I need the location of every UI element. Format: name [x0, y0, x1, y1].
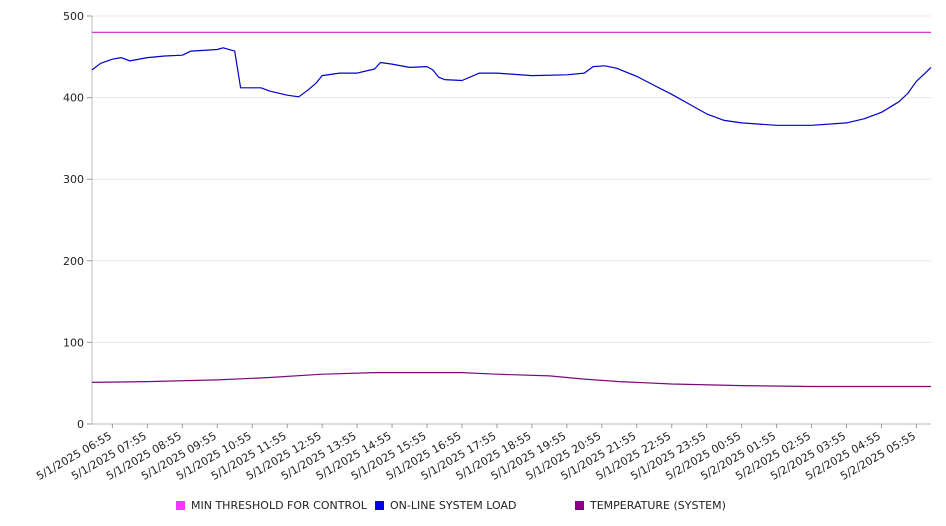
y-tick-label: 200 — [63, 255, 84, 268]
x-axis-ticks: 5/1/2025 06:555/1/2025 07:555/1/2025 08:… — [34, 424, 918, 483]
y-tick-label: 500 — [63, 10, 84, 23]
y-tick-label: 0 — [77, 418, 84, 431]
legend-label: TEMPERATURE (SYSTEM) — [590, 499, 726, 512]
series-line-temperature-system — [91, 372, 931, 388]
series-lines — [91, 31, 932, 388]
legend-item-temperature-system[interactable]: TEMPERATURE (SYSTEM) — [575, 499, 726, 512]
legend-swatch — [176, 501, 185, 510]
legend-swatch — [375, 501, 384, 510]
series-line-on-line-system-load — [91, 47, 932, 126]
gridlines — [92, 15, 931, 343]
y-tick-label: 400 — [63, 92, 84, 105]
legend-label: ON-LINE SYSTEM LOAD — [390, 499, 517, 512]
y-tick-label: 300 — [63, 173, 84, 186]
legend-item-online-system-load[interactable]: ON-LINE SYSTEM LOAD — [375, 499, 516, 512]
y-tick-label: 100 — [63, 336, 84, 349]
y-axis-ticks: 0 100 200 300 400 500 — [63, 10, 92, 431]
legend-item-min-threshold[interactable]: MIN THRESHOLD FOR CONTROL — [176, 499, 367, 512]
legend-swatch — [575, 501, 584, 510]
legend-label: MIN THRESHOLD FOR CONTROL — [191, 499, 367, 512]
axes — [91, 16, 931, 425]
legend: MIN THRESHOLD FOR CONTROL ON-LINE SYSTEM… — [0, 499, 946, 513]
